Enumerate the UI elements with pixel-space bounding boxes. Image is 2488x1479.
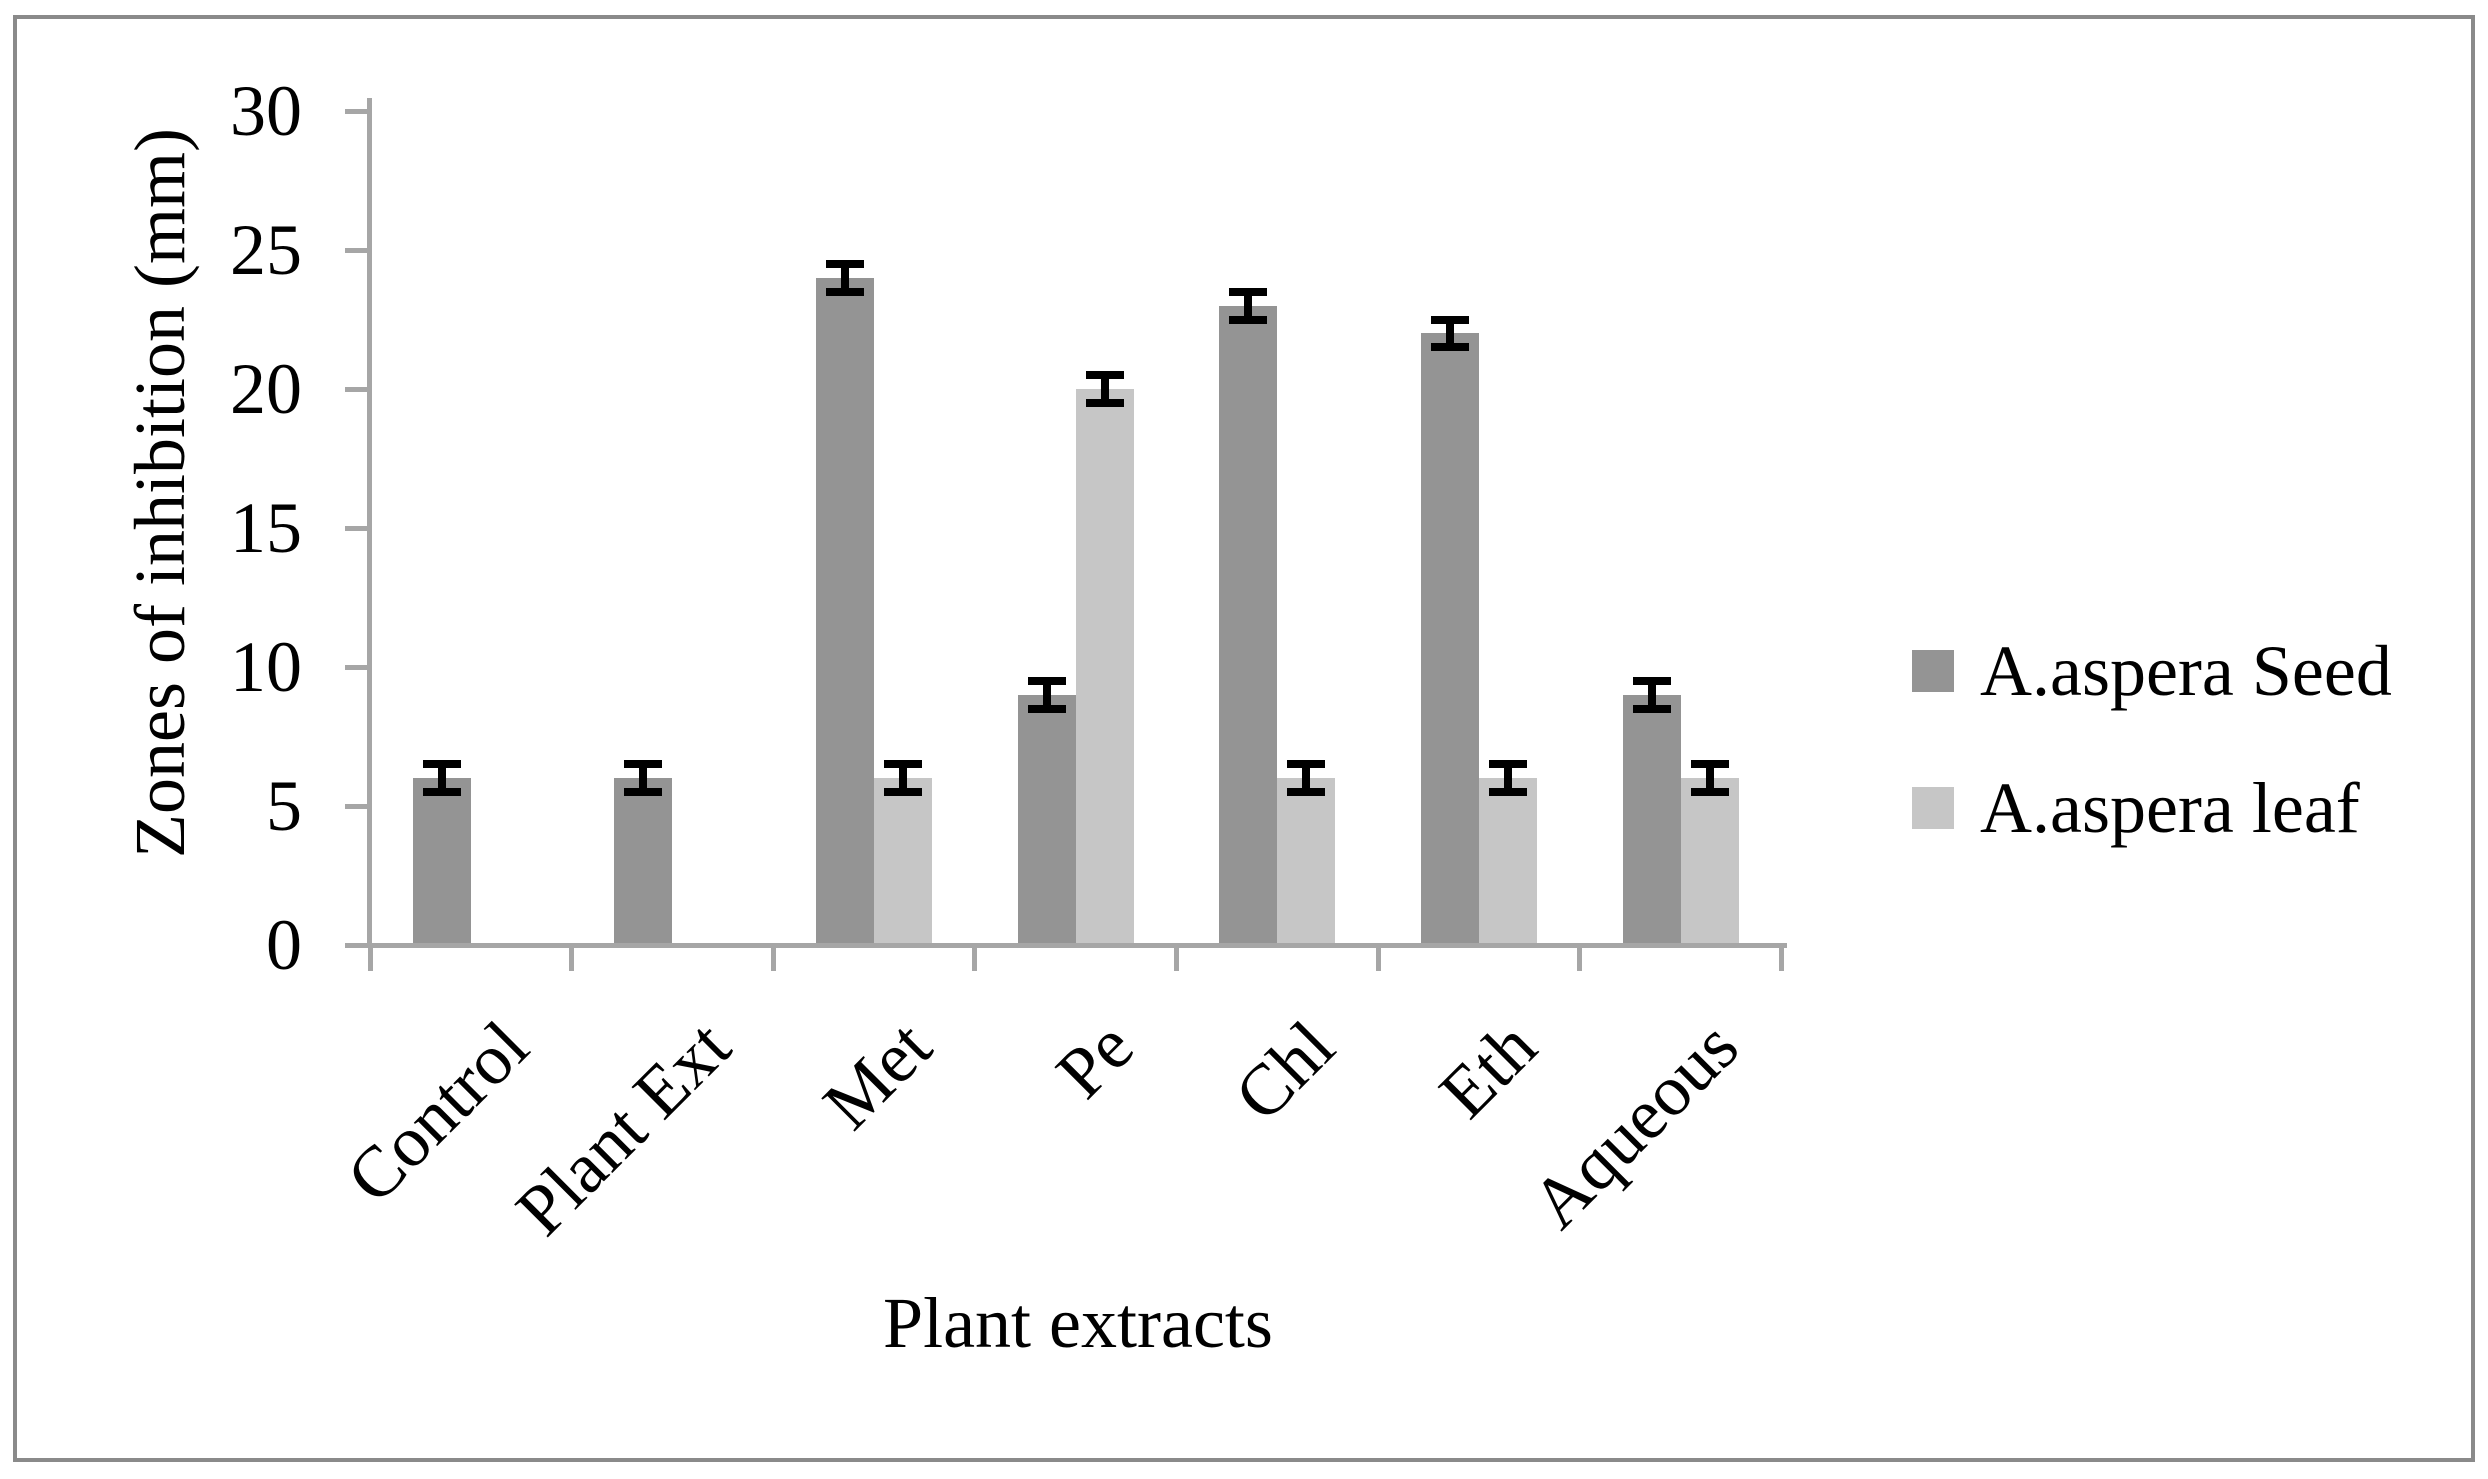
x-axis-line xyxy=(367,942,1787,948)
error-bar-cap-top xyxy=(624,760,663,769)
error-bar-stem xyxy=(1446,319,1455,348)
y-tick-label-10: 10 xyxy=(230,627,302,707)
bar-seed-pe xyxy=(1017,694,1076,945)
y-tick-label-25: 25 xyxy=(230,210,302,290)
y-tick-25 xyxy=(344,247,368,253)
x-tick-3 xyxy=(972,947,978,971)
y-tick-30 xyxy=(344,108,368,114)
error-bar-stem xyxy=(1100,375,1109,403)
legend-swatch-leaf xyxy=(1912,787,1954,829)
bar-leaf-aqueous xyxy=(1680,778,1739,945)
error-bar-cap-top xyxy=(1690,760,1729,769)
legend-swatch-seed xyxy=(1912,650,1954,692)
error-bar-cap-bottom xyxy=(884,788,923,797)
bar-seed-eth xyxy=(1421,333,1480,945)
error-bar-cap-bottom xyxy=(1632,704,1671,713)
y-tick-10 xyxy=(344,664,368,670)
error-bar-cap-bottom xyxy=(1027,704,1066,713)
error-bar-stem xyxy=(437,764,446,793)
error-bar-stem xyxy=(639,764,648,793)
x-tick-4 xyxy=(1174,947,1180,971)
x-tick-2 xyxy=(770,947,776,971)
error-bar-cap-top xyxy=(422,760,461,769)
error-bar-cap-bottom xyxy=(1489,788,1528,797)
error-bar-cap-bottom xyxy=(1229,315,1268,324)
y-tick-label-5: 5 xyxy=(266,766,302,846)
x-tick-1 xyxy=(569,947,575,971)
error-bar-cap-top xyxy=(1632,676,1671,685)
error-bar-cap-bottom xyxy=(1287,788,1326,797)
y-tick-label-30: 30 xyxy=(230,71,302,151)
y-axis-title: Zones of inhibition (mm) xyxy=(120,128,200,858)
y-axis-line xyxy=(367,98,372,947)
error-bar-cap-bottom xyxy=(1085,398,1124,407)
error-bar-stem xyxy=(841,263,850,292)
y-tick-label-20: 20 xyxy=(230,349,302,429)
y-tick-0 xyxy=(344,942,368,948)
x-axis-title: Plant extracts xyxy=(883,1283,1273,1363)
legend-label-leaf: A.aspera leaf xyxy=(1980,768,2360,848)
error-bar-stem xyxy=(1705,764,1714,793)
bar-leaf-pe xyxy=(1075,389,1134,945)
error-bar-cap-top xyxy=(1287,760,1326,769)
bar-seed-met xyxy=(816,277,875,945)
y-tick-label-0: 0 xyxy=(266,905,302,985)
error-bar-cap-bottom xyxy=(422,788,461,797)
bar-seed-chl xyxy=(1219,305,1278,945)
figure-border xyxy=(13,15,2475,1462)
error-bar-cap-bottom xyxy=(1690,788,1729,797)
error-bar-stem xyxy=(1504,764,1513,793)
error-bar-cap-bottom xyxy=(826,287,865,296)
bar-seed-aqueous xyxy=(1622,694,1681,945)
error-bar-cap-top xyxy=(1085,371,1124,380)
y-tick-20 xyxy=(344,386,368,392)
error-bar-cap-bottom xyxy=(624,788,663,797)
bar-leaf-eth xyxy=(1479,778,1538,945)
y-tick-label-15: 15 xyxy=(230,488,302,568)
x-tick-7 xyxy=(1779,947,1785,971)
error-bar-cap-top xyxy=(1027,676,1066,685)
error-bar-stem xyxy=(1042,680,1051,709)
x-tick-6 xyxy=(1577,947,1583,971)
error-bar-stem xyxy=(1647,680,1656,709)
error-bar-cap-top xyxy=(1489,760,1528,769)
error-bar-stem xyxy=(1244,291,1253,320)
bar-seed-plant-ext xyxy=(614,778,673,945)
error-bar-cap-bottom xyxy=(1431,343,1470,352)
error-bar-cap-top xyxy=(1229,287,1268,296)
error-bar-stem xyxy=(1302,764,1311,793)
error-bar-cap-top xyxy=(1431,315,1470,324)
y-tick-15 xyxy=(344,525,368,531)
error-bar-cap-top xyxy=(884,760,923,769)
legend-label-seed: A.aspera Seed xyxy=(1980,631,2392,711)
bar-leaf-chl xyxy=(1277,778,1336,945)
error-bar-cap-top xyxy=(826,259,865,268)
bar-leaf-met xyxy=(874,778,933,945)
error-bar-stem xyxy=(899,764,908,793)
x-tick-5 xyxy=(1375,947,1381,971)
x-tick-0 xyxy=(367,947,373,971)
bar-seed-control xyxy=(412,778,471,945)
y-tick-5 xyxy=(344,803,368,809)
